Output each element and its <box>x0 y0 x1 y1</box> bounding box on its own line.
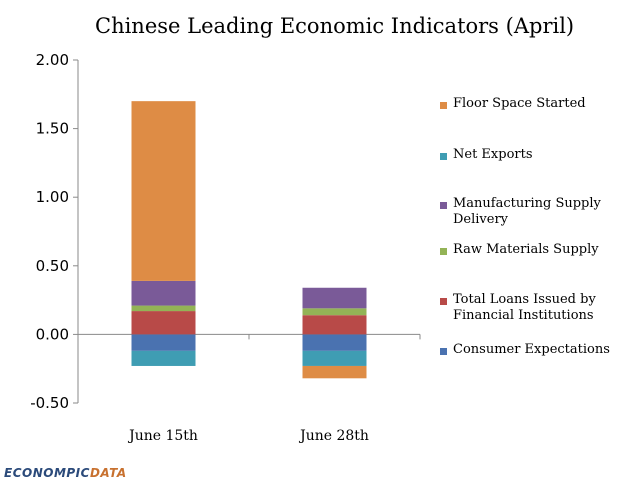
x-category-label: June 15th <box>127 428 198 444</box>
x-category-label: June 28th <box>298 428 369 444</box>
legend-item: Raw Materials Supply <box>440 242 630 258</box>
y-tick-label: 2.00 <box>36 51 69 69</box>
labels: 2.00 1.50 1.00 0.50 0.00 -0.50 June 15th June 2… <box>30 51 369 444</box>
bar-consumer-expectations-1 <box>131 334 196 351</box>
axes <box>73 59 421 404</box>
legend-label: Consumer Expectations <box>453 342 610 357</box>
y-tick-label: 0.00 <box>36 325 69 343</box>
bar-manufacturing-supply-delivery-1 <box>131 280 196 306</box>
legend-label: Manufacturing Supply Delivery <box>453 196 601 227</box>
chart-title: Chinese Leading Economic Indicators (Apr… <box>95 14 575 38</box>
bar-floor-space-started-2 <box>302 365 367 379</box>
y-tick-label: 1.00 <box>36 188 69 206</box>
logo-part-2: DATA <box>89 466 127 480</box>
legend-item: Net Exports <box>440 147 630 163</box>
logo-part-1: ECONOMPIC <box>4 466 90 480</box>
legend-label: Net Exports <box>453 147 533 162</box>
legend-swatch <box>440 348 447 355</box>
y-tick-label: -0.50 <box>30 394 69 412</box>
legend-item: Consumer Expectations <box>440 342 630 358</box>
y-tick-label: 1.50 <box>36 120 69 138</box>
bars <box>131 101 367 379</box>
economicdata-logo: ECONOMPICDATA <box>4 466 127 480</box>
legend-label: Raw Materials Supply <box>453 242 599 257</box>
bar-raw-materials-supply-1 <box>131 305 196 312</box>
legend-label: Total Loans Issued by Financial Institut… <box>453 292 596 323</box>
legend-swatch <box>440 202 447 209</box>
legend-item: Total Loans Issued by Financial Institut… <box>440 292 630 324</box>
legend-item: Floor Space Started <box>440 96 630 112</box>
bar-consumer-expectations-2 <box>302 334 367 351</box>
bar-net-exports-2 <box>302 350 367 366</box>
legend-swatch <box>440 248 447 255</box>
bar-net-exports-1 <box>131 350 196 366</box>
bar-floor-space-started-1 <box>131 101 196 281</box>
legend-item: Manufacturing Supply Delivery <box>440 196 630 228</box>
legend-swatch <box>440 153 447 160</box>
legend-label: Floor Space Started <box>453 96 586 111</box>
legend-swatch <box>440 102 447 109</box>
legend-swatch <box>440 298 447 305</box>
bar-manufacturing-supply-delivery-2 <box>302 287 367 309</box>
bar-total-loans-issued-by-financial-institutions-1 <box>131 311 196 335</box>
bar-raw-materials-supply-2 <box>302 308 367 316</box>
y-tick-label: 0.50 <box>36 257 69 275</box>
bar-total-loans-issued-by-financial-institutions-2 <box>302 315 367 335</box>
